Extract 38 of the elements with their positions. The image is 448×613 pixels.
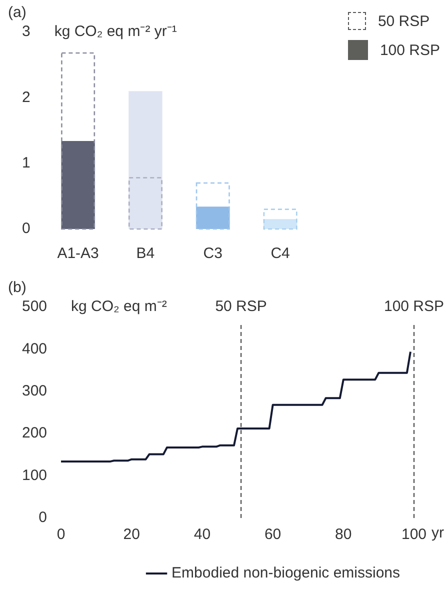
- y-tick-label: 100: [22, 466, 48, 484]
- x-tick-label: A1-A3: [57, 245, 99, 262]
- x-tick-label: 60: [264, 526, 282, 544]
- x-tick-label: 80: [335, 526, 352, 544]
- bar: [196, 206, 230, 229]
- bar: [61, 52, 96, 230]
- x-tick-label: C4: [270, 245, 290, 262]
- ref-line-label: 100 RSP: [384, 298, 444, 316]
- bar: [128, 177, 162, 230]
- ref-line-label: 50 RSP: [215, 298, 267, 316]
- chart-title: (a): [8, 4, 26, 22]
- y-tick-label: 300: [22, 382, 48, 400]
- x-tick-label: C3: [203, 245, 222, 262]
- legend-label: Embodied non-biogenic emissions: [172, 564, 400, 582]
- x-tick-label: 0: [56, 526, 66, 544]
- y-tick-label: 400: [22, 340, 48, 358]
- y-tick-label: 0: [22, 220, 30, 238]
- x-tick-label: 100: [401, 526, 427, 544]
- bar: [263, 219, 298, 229]
- y-tick-label: 1: [22, 154, 30, 172]
- bar: [128, 91, 162, 229]
- bar: [61, 141, 95, 229]
- y-tick-label: 500: [22, 298, 48, 316]
- text: 100 RSP: [380, 42, 440, 58]
- y-tick-label: 0: [38, 509, 48, 526]
- bar: [263, 208, 298, 230]
- bar: [196, 182, 230, 230]
- x-tick-label: 20: [123, 526, 140, 544]
- y-axis-title: kg CO₂ eq m⁻² yr⁻¹: [54, 23, 177, 40]
- y-tick-label: 3: [22, 23, 30, 40]
- x-tick-label: 40: [194, 526, 211, 544]
- x-axis-title: yr: [432, 524, 444, 542]
- y-axis-title: kg CO₂ eq m⁻²: [71, 298, 167, 316]
- text: 50 RSP: [378, 12, 430, 30]
- x-tick-label: B4: [136, 245, 155, 262]
- y-tick-label: 200: [22, 424, 48, 442]
- chart-title: (b): [8, 279, 26, 296]
- y-tick-label: 2: [22, 88, 30, 106]
